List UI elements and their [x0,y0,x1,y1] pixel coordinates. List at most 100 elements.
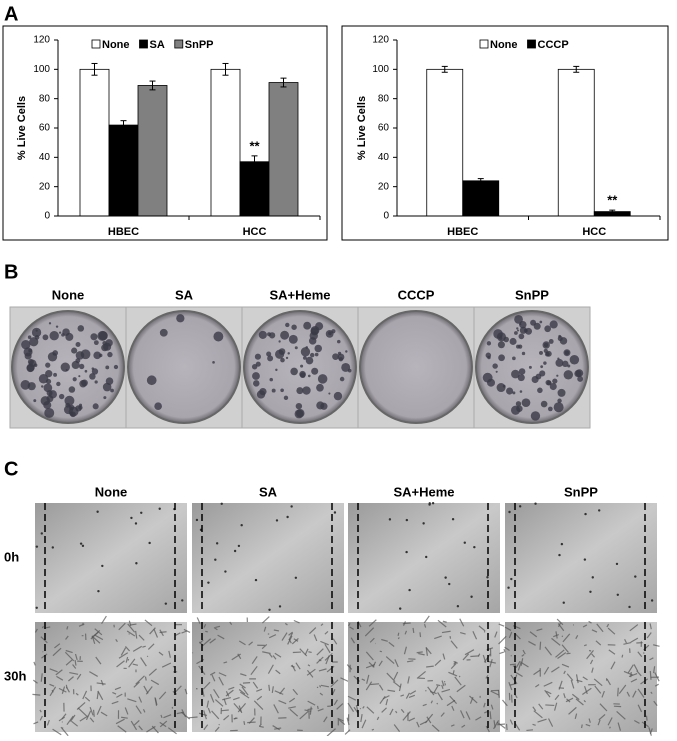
colony [252,372,260,380]
colony [81,349,91,359]
colony [44,408,54,418]
colony [32,328,41,337]
cell [145,677,146,681]
colony [320,403,327,410]
colony [560,337,567,344]
colony [78,375,80,377]
colony [28,359,34,365]
cell [148,542,150,544]
cell [96,511,98,513]
cell [75,660,76,666]
colony [69,386,76,393]
legend-label: None [490,39,518,51]
colony [296,387,303,394]
cell [584,513,586,515]
colony [26,364,34,372]
bar [138,85,167,216]
cell [334,511,336,513]
colony [56,325,58,327]
cell [650,671,651,680]
colony [498,354,505,361]
row-label: 0h [4,549,19,564]
legend-swatch [175,40,183,48]
colony [73,377,77,381]
colony [94,340,99,345]
cell [436,685,440,686]
colony [289,335,298,344]
cell [41,532,43,534]
y-tick-label: 40 [39,152,51,163]
colony [548,407,553,412]
colony [303,322,311,330]
colony [105,365,109,369]
plate [360,311,472,423]
colony [306,357,314,365]
cell [457,605,459,607]
cell [448,583,450,585]
colony [259,331,267,339]
legend-label: None [102,39,130,51]
cell [403,623,411,624]
colony [85,370,88,373]
colony [295,346,298,349]
cell [398,633,399,636]
cell [135,562,137,564]
colony [45,362,50,367]
y-tick-label: 20 [378,181,390,192]
x-tick-label: HCC [582,226,606,238]
cell [268,609,270,611]
cell [165,602,167,604]
colony [176,314,184,322]
cell [425,556,427,558]
colony [516,405,522,411]
cell [247,722,255,723]
cell [622,655,623,658]
colony [499,337,502,340]
cell [398,637,399,638]
colony [348,369,352,373]
colony [33,399,36,402]
y-tick-label: 60 [378,123,390,134]
cell [196,519,198,521]
cell [534,502,536,504]
colony [558,335,561,338]
legend-label: SnPP [185,39,214,51]
colony [154,402,162,410]
colony [570,355,579,364]
cell [428,503,430,505]
cell [558,554,560,556]
cell [422,522,424,524]
cell [94,710,95,717]
colony [296,403,302,409]
colony [103,343,111,351]
cell [406,519,408,521]
colony [519,368,526,375]
colony [107,352,112,357]
bar [269,83,298,216]
cell [219,724,220,725]
cell [454,700,455,701]
bar [109,125,138,216]
y-tick-label: 100 [33,64,50,75]
colony [517,329,519,331]
cell [584,558,586,560]
cell [563,602,565,604]
cell [598,509,600,511]
colony [337,340,341,344]
colony [49,322,51,324]
colony [522,398,531,407]
cell [507,724,508,730]
cell [444,576,446,578]
colony [540,365,543,368]
colony [522,352,525,355]
row-label: 30h [4,668,26,683]
cell [634,575,636,577]
colony [114,365,118,369]
cell [234,550,236,552]
cell [618,688,619,697]
colony [315,353,319,357]
colony [291,325,296,330]
y-tick-label: 0 [383,211,389,222]
colony [256,362,261,367]
cell [432,502,434,504]
